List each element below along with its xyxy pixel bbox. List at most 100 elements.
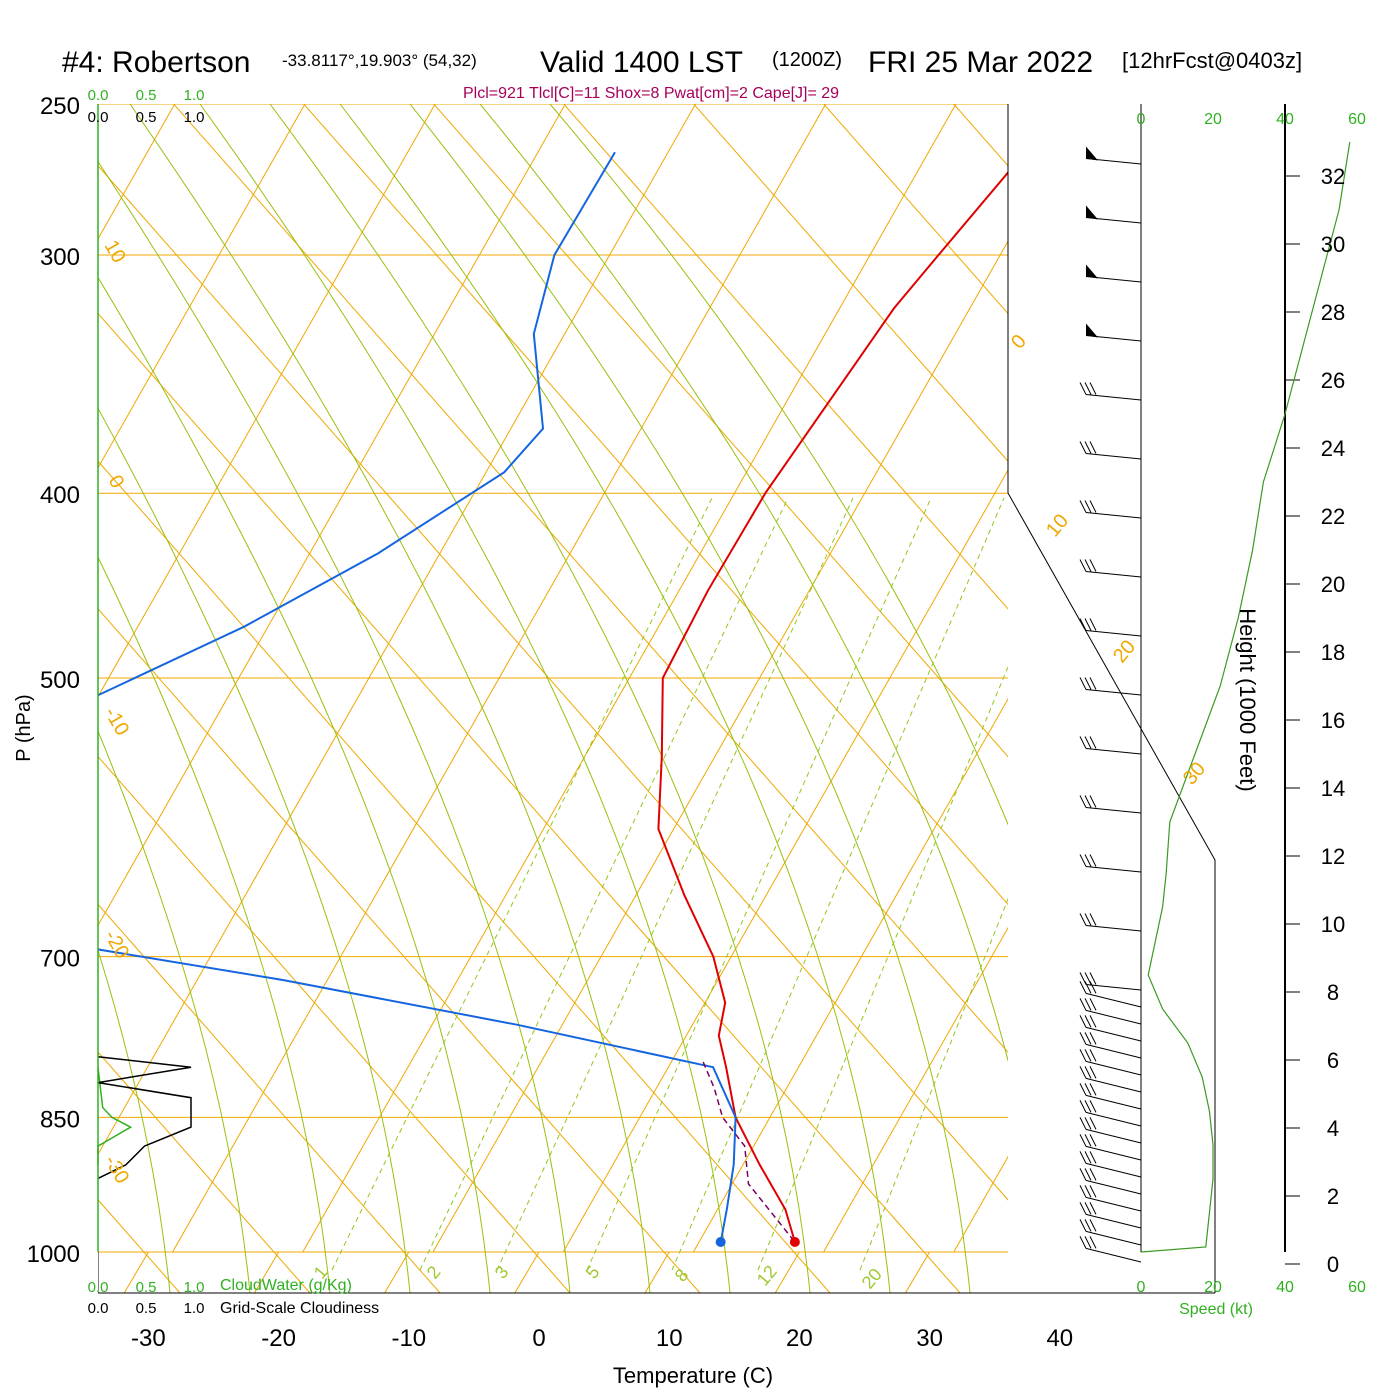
cloudwater-tick-bottom: 0.0 [88, 1279, 109, 1296]
speed-tick-top: 20 [1204, 111, 1222, 128]
x-axis-title: Temperature (C) [613, 1363, 773, 1388]
dry-adiabat [98, 755, 571, 1293]
isotherm [1344, 104, 1400, 1252]
wind-barb [1079, 913, 1142, 932]
dry-adiabat [98, 164, 1008, 1201]
temperature-tick-label: -10 [391, 1325, 426, 1352]
moist-adiabat [199, 104, 731, 1293]
cloudwater-tick-top: 1.0 [184, 87, 205, 104]
mixing-ratio-label: 20 [858, 1264, 886, 1292]
height-tick-label: 6 [1327, 1048, 1339, 1073]
height-tick-label: 24 [1321, 436, 1345, 461]
isotherm [1036, 1252, 1060, 1293]
dry-adiabat [98, 608, 701, 1293]
dry-adiabat [98, 1199, 181, 1293]
cloudiness-tick-bottom: 0.5 [136, 1300, 157, 1317]
isotherm [98, 104, 566, 927]
height-tick-label: 14 [1321, 776, 1345, 801]
dry-adiabat-label: -30 [100, 1152, 134, 1188]
isotherm [953, 1155, 1008, 1253]
pressure-tick-label: 700 [40, 946, 80, 973]
wind-speed-line [1140, 141, 1351, 1253]
mixing-ratio-line [859, 897, 1008, 1271]
cloudwater-tick-bottom: 1.0 [184, 1279, 205, 1296]
height-tick-label: 30 [1321, 232, 1345, 257]
isotherm [1166, 1252, 1190, 1293]
height-tick-label: 10 [1321, 912, 1345, 937]
wind-barb [1079, 441, 1142, 460]
isotherm [98, 104, 436, 698]
wind-barb [1079, 795, 1142, 814]
wind-barb [1079, 618, 1142, 637]
pressure-tick-label: 1000 [27, 1241, 80, 1268]
dry-adiabat [98, 460, 831, 1293]
isotherm [904, 1251, 931, 1293]
isotherm [0, 1252, 18, 1293]
cloudiness-line [97, 1056, 192, 1180]
wind-barb [1085, 264, 1142, 283]
wind-barb [1079, 1236, 1142, 1263]
moist-adiabat [269, 104, 811, 1293]
dry-adiabat-label: 20 [1109, 636, 1140, 667]
dry-adiabat [563, 104, 1008, 610]
temperature-tick-label: 40 [1046, 1325, 1073, 1352]
dry-adiabat [98, 312, 961, 1293]
height-tick-label: 18 [1321, 640, 1345, 665]
dry-adiabat [823, 104, 1008, 315]
isotherm [123, 1251, 149, 1293]
moist-adiabat [98, 556, 331, 1293]
temperature-tick-label: -30 [131, 1325, 166, 1352]
cloudiness-tick-top: 0.0 [88, 109, 109, 126]
isotherm [432, 240, 1008, 1253]
cloudiness-tick-top: 1.0 [184, 109, 205, 126]
dry-adiabat [953, 104, 1008, 167]
zulu-time: (1200Z) [772, 49, 842, 71]
height-tick-label: 16 [1321, 708, 1345, 733]
isotherm [562, 469, 1008, 1253]
mixing-ratio-label: 3 [491, 1262, 513, 1283]
dry-adiabat-label: -10 [100, 704, 134, 740]
speed-tick-bottom: 0 [1137, 1279, 1146, 1296]
wind-barb [1079, 1117, 1142, 1144]
dry-adiabat [303, 104, 1008, 906]
dry-adiabat-label: 10 [1042, 510, 1073, 541]
isotherm [692, 698, 1008, 1253]
wind-barb [1079, 382, 1142, 401]
dry-adiabat [693, 104, 1008, 462]
cloudiness-tick-bottom: 1.0 [184, 1300, 205, 1317]
wind-barb [1079, 1032, 1142, 1059]
height-tick-label: 28 [1321, 300, 1345, 325]
wind-barb [1079, 1134, 1142, 1161]
series-line-parcel [702, 1061, 796, 1243]
valid-date: FRI 25 Mar 2022 [868, 46, 1093, 79]
wind-barb [1079, 500, 1142, 519]
cloudwater-tick-top: 0.0 [88, 87, 109, 104]
wind-barb [1079, 559, 1142, 578]
parcel-parameters: Plcl=921 Tlcl[C]=11 Shox=8 Pwat[cm]=2 Ca… [463, 85, 839, 102]
dry-adiabat [98, 903, 441, 1293]
moist-adiabat [479, 104, 1008, 1063]
wind-barb [1079, 736, 1142, 755]
height-tick-label: 22 [1321, 504, 1345, 529]
temperature-tick-label: 30 [916, 1325, 943, 1352]
wind-barb [1079, 1100, 1142, 1127]
moist-adiabat [0, 104, 10, 1293]
mixing-ratio-line [757, 665, 1008, 1271]
moist-adiabat [98, 948, 171, 1293]
wind-barb [1079, 1066, 1142, 1093]
temperature-tick-label: 20 [786, 1325, 813, 1352]
mixing-ratio-line [419, 497, 789, 1271]
dry-adiabat [173, 104, 1008, 1053]
series-line-dewpoint [98, 151, 737, 1243]
mixing-ratio-label: 5 [582, 1262, 604, 1283]
moist-adiabat [549, 104, 1008, 826]
isotherm [774, 1251, 800, 1293]
wind-barb [1079, 1083, 1142, 1110]
moist-adiabat [98, 160, 571, 1293]
speed-tick-bottom: 40 [1276, 1279, 1294, 1296]
cloudwater-label: CloudWater (g/Kg) [220, 1277, 352, 1294]
height-tick-label: 12 [1321, 844, 1345, 869]
wind-barb [1079, 1049, 1142, 1076]
moist-adiabat [98, 730, 251, 1293]
speed-tick-top: 0 [1137, 111, 1146, 128]
